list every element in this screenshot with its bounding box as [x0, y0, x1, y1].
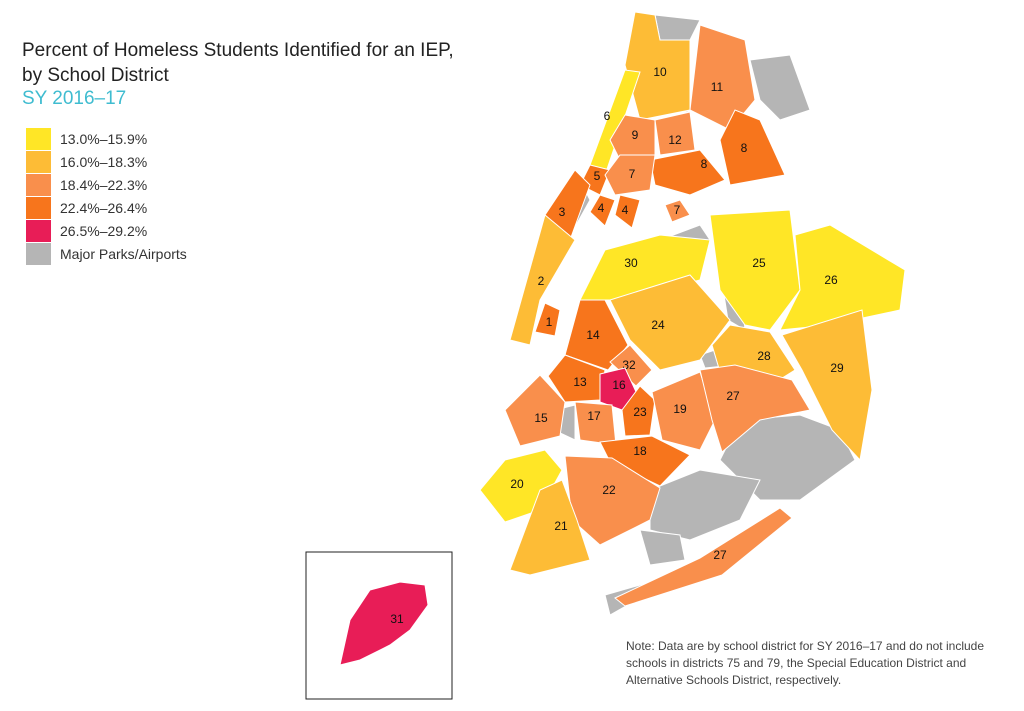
district [609, 274, 731, 371]
district [649, 149, 726, 196]
park [654, 14, 701, 41]
district [624, 11, 691, 121]
district-label: 31 [390, 612, 404, 626]
district [614, 194, 641, 229]
legend-label: 13.0%–15.9% [60, 130, 148, 147]
district-label: 10 [653, 65, 667, 79]
district [664, 199, 691, 223]
district-label: 5 [594, 169, 601, 183]
subtitle: SY 2016–17 [22, 88, 127, 109]
district [709, 209, 801, 331]
district [689, 24, 756, 131]
legend-label: 18.4%–22.3% [60, 176, 148, 193]
title: Percent of Homeless Students Identified … [22, 38, 454, 88]
district-label: 30 [624, 256, 638, 270]
legend-swatch [26, 150, 51, 173]
district-label: 8 [741, 141, 748, 155]
legend-item: 26.5%–29.2% [26, 219, 187, 242]
district-label: 19 [673, 402, 687, 416]
district [339, 581, 429, 666]
legend-swatch [26, 242, 51, 265]
district [564, 299, 629, 371]
legend-label: 22.4%–26.4% [60, 199, 148, 216]
legend-label: 26.5%–29.2% [60, 222, 148, 239]
legend-item: 16.0%–18.3% [26, 150, 187, 173]
district-label: 17 [587, 409, 601, 423]
district-label: 4 [598, 201, 605, 215]
district-label: 25 [752, 256, 766, 270]
legend-swatch [26, 127, 51, 150]
district [699, 364, 811, 453]
legend-item: 18.4%–22.3% [26, 173, 187, 196]
district-label: 23 [633, 405, 647, 419]
district [654, 111, 696, 156]
legend-swatch [26, 173, 51, 196]
district [781, 309, 873, 462]
park [639, 529, 686, 566]
park [749, 54, 811, 121]
district-label: 9 [632, 128, 639, 142]
district-label: 22 [602, 483, 616, 497]
legend-label: 16.0%–18.3% [60, 153, 148, 170]
district-label: 6 [604, 109, 611, 123]
district-label: 27 [726, 389, 740, 403]
district [534, 302, 561, 337]
district-label: 24 [651, 318, 665, 332]
legend-item: 22.4%–26.4% [26, 196, 187, 219]
district [604, 154, 656, 196]
district-label: 29 [830, 361, 844, 375]
district [779, 224, 906, 331]
district-label: 28 [757, 349, 771, 363]
district [504, 374, 566, 447]
inset-frame [305, 551, 453, 700]
district-label: 2 [538, 274, 545, 288]
district-label: 26 [824, 273, 838, 287]
district-label: 1 [546, 315, 553, 329]
district [651, 371, 716, 451]
district-label: 18 [633, 444, 647, 458]
park [649, 469, 761, 541]
legend-swatch [26, 196, 51, 219]
legend-item: Major Parks/Airports [26, 242, 187, 265]
district [614, 507, 793, 607]
district-label: 14 [586, 328, 600, 342]
district-label: 7 [674, 203, 681, 217]
district-label: 8 [701, 157, 708, 171]
district-label: 12 [668, 133, 682, 147]
legend-swatch [26, 219, 51, 242]
title-line: Percent of Homeless Students Identified … [22, 40, 454, 61]
district [509, 214, 576, 346]
district-label: 21 [554, 519, 568, 533]
district-label: 13 [573, 375, 587, 389]
district [589, 194, 616, 227]
district-label: 27 [713, 548, 727, 562]
legend-label: Major Parks/Airports [60, 245, 187, 262]
district-label: 7 [629, 167, 636, 181]
district-label: 4 [622, 203, 629, 217]
district-label: 11 [711, 80, 724, 94]
district-label: 15 [534, 411, 548, 425]
district [621, 385, 656, 437]
district-label: 3 [559, 205, 566, 219]
district-label: 20 [510, 477, 524, 491]
legend: 13.0%–15.9% 16.0%–18.3% 18.4%–22.3% 22.4%–2… [26, 127, 187, 265]
district [719, 109, 786, 186]
district-label: 16 [612, 378, 626, 392]
title-line: by School District [22, 65, 169, 86]
legend-item: 13.0%–15.9% [26, 127, 187, 150]
district [509, 479, 591, 576]
note: Note: Data are by school district for SY… [626, 639, 985, 687]
